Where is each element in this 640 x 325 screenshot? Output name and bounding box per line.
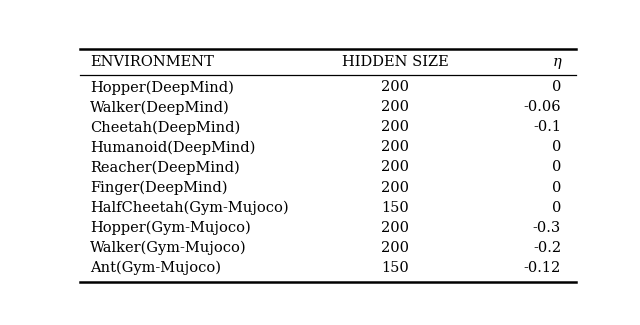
Text: ENVIRONMENT: ENVIRONMENT	[90, 55, 214, 69]
Text: 200: 200	[381, 80, 409, 94]
Text: -0.3: -0.3	[533, 221, 561, 235]
Text: -0.06: -0.06	[524, 100, 561, 114]
Text: 200: 200	[381, 100, 409, 114]
Text: 200: 200	[381, 140, 409, 154]
Text: 200: 200	[381, 221, 409, 235]
Text: Humanoid(DeepMind): Humanoid(DeepMind)	[90, 140, 255, 155]
Text: 200: 200	[381, 180, 409, 195]
Text: 200: 200	[381, 161, 409, 175]
Text: Finger(DeepMind): Finger(DeepMind)	[90, 180, 227, 195]
Text: -0.2: -0.2	[533, 241, 561, 255]
Text: Hopper(Gym-Mujoco): Hopper(Gym-Mujoco)	[90, 220, 251, 235]
Text: η: η	[552, 55, 561, 69]
Text: 0: 0	[552, 201, 561, 215]
Text: Walker(Gym-Mujoco): Walker(Gym-Mujoco)	[90, 240, 246, 255]
Text: Walker(DeepMind): Walker(DeepMind)	[90, 100, 230, 114]
Text: 150: 150	[381, 201, 409, 215]
Text: 200: 200	[381, 241, 409, 255]
Text: -0.12: -0.12	[524, 261, 561, 275]
Text: HIDDEN SIZE: HIDDEN SIZE	[342, 55, 449, 69]
Text: 0: 0	[552, 80, 561, 94]
Text: HalfCheetah(Gym-Mujoco): HalfCheetah(Gym-Mujoco)	[90, 201, 289, 215]
Text: 0: 0	[552, 140, 561, 154]
Text: 150: 150	[381, 261, 409, 275]
Text: Hopper(DeepMind): Hopper(DeepMind)	[90, 80, 234, 95]
Text: 0: 0	[552, 180, 561, 195]
Text: -0.1: -0.1	[533, 120, 561, 135]
Text: Reacher(DeepMind): Reacher(DeepMind)	[90, 160, 239, 175]
Text: 200: 200	[381, 120, 409, 135]
Text: Ant(Gym-Mujoco): Ant(Gym-Mujoco)	[90, 261, 221, 275]
Text: Cheetah(DeepMind): Cheetah(DeepMind)	[90, 120, 240, 135]
Text: 0: 0	[552, 161, 561, 175]
